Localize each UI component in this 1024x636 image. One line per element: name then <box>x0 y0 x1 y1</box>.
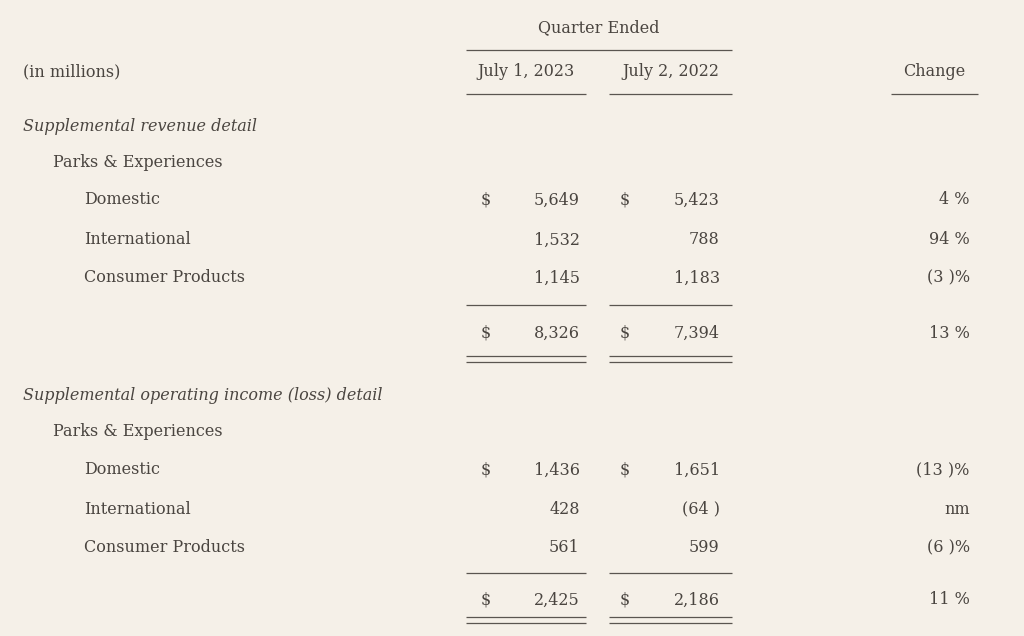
Text: (in millions): (in millions) <box>23 64 120 81</box>
Text: 561: 561 <box>549 539 580 556</box>
Text: 11 %: 11 % <box>929 591 970 609</box>
Text: July 1, 2023: July 1, 2023 <box>477 64 574 81</box>
Text: 5,649: 5,649 <box>534 191 580 209</box>
Text: Domestic: Domestic <box>84 191 160 209</box>
Text: nm: nm <box>944 501 970 518</box>
Text: (64 ): (64 ) <box>682 501 720 518</box>
Text: 1,145: 1,145 <box>534 270 580 286</box>
Text: 7,394: 7,394 <box>674 324 720 342</box>
Text: 94 %: 94 % <box>929 232 970 249</box>
Text: $: $ <box>620 324 630 342</box>
Text: July 2, 2022: July 2, 2022 <box>623 64 719 81</box>
Text: $: $ <box>480 591 490 609</box>
Text: Supplemental operating income (loss) detail: Supplemental operating income (loss) det… <box>23 387 382 403</box>
Text: 788: 788 <box>689 232 720 249</box>
Text: Change: Change <box>903 64 966 81</box>
Text: $: $ <box>620 191 630 209</box>
Text: Parks & Experiences: Parks & Experiences <box>53 424 223 441</box>
Text: International: International <box>84 501 190 518</box>
Text: $: $ <box>620 591 630 609</box>
Text: 599: 599 <box>689 539 720 556</box>
Text: (3 )%: (3 )% <box>927 270 970 286</box>
Text: 428: 428 <box>549 501 580 518</box>
Text: (6 )%: (6 )% <box>927 539 970 556</box>
Text: 2,425: 2,425 <box>534 591 580 609</box>
Text: 1,532: 1,532 <box>534 232 580 249</box>
Text: Supplemental revenue detail: Supplemental revenue detail <box>23 118 257 134</box>
Text: $: $ <box>480 462 490 478</box>
Text: 8,326: 8,326 <box>534 324 580 342</box>
Text: $: $ <box>480 191 490 209</box>
Text: 1,651: 1,651 <box>674 462 720 478</box>
Text: 1,183: 1,183 <box>674 270 720 286</box>
Text: 13 %: 13 % <box>929 324 970 342</box>
Text: $: $ <box>480 324 490 342</box>
Text: 4 %: 4 % <box>939 191 970 209</box>
Text: 5,423: 5,423 <box>674 191 720 209</box>
Text: Consumer Products: Consumer Products <box>84 539 245 556</box>
Text: Parks & Experiences: Parks & Experiences <box>53 153 223 170</box>
Text: (13 )%: (13 )% <box>916 462 970 478</box>
Text: $: $ <box>620 462 630 478</box>
Text: International: International <box>84 232 190 249</box>
Text: Quarter Ended: Quarter Ended <box>539 20 659 36</box>
Text: 1,436: 1,436 <box>534 462 580 478</box>
Text: Consumer Products: Consumer Products <box>84 270 245 286</box>
Text: Domestic: Domestic <box>84 462 160 478</box>
Text: 2,186: 2,186 <box>674 591 720 609</box>
